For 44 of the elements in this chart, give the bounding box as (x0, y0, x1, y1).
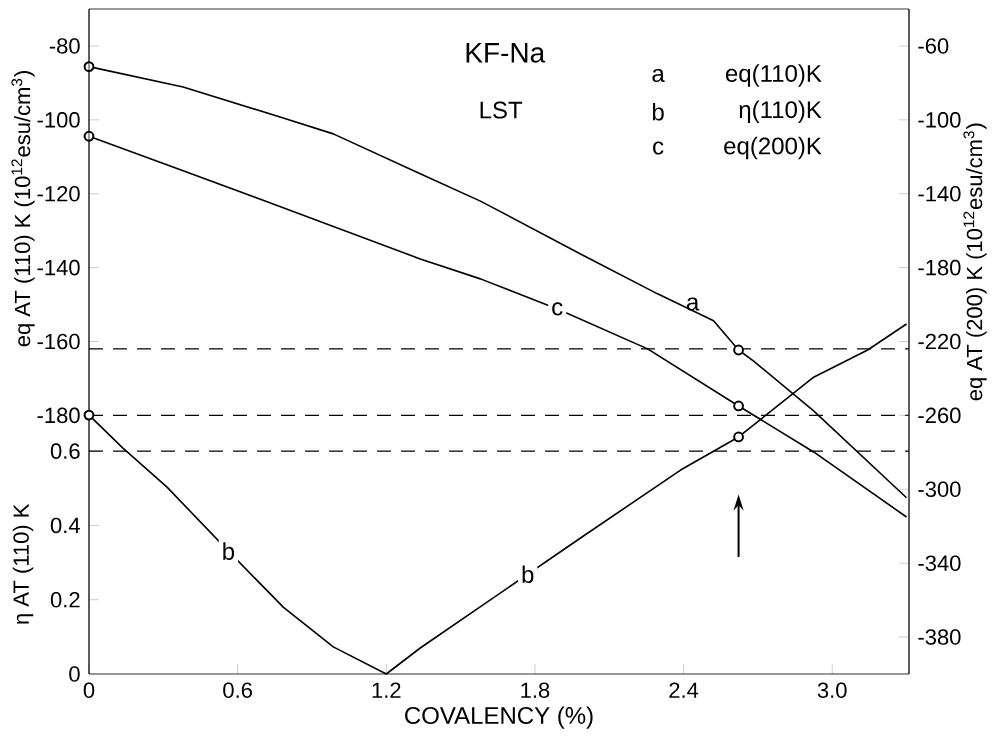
y2-tick-label: -340 (918, 555, 961, 571)
annotation: eq(200)K (724, 136, 822, 160)
y3-tick-label: 0.4 (50, 517, 80, 534)
x-tick-label: 2.4 (669, 682, 699, 698)
series-label: c (552, 302, 563, 316)
y2-tick-label: -180 (918, 259, 961, 276)
x-tick-label: 0 (83, 682, 95, 698)
point (83, 409, 95, 421)
y3-tick-label: 0.2 (50, 591, 80, 608)
text: KF-Na (466, 43, 546, 63)
x-tick-label: 1.8 (521, 682, 550, 698)
y-tick-label: -100 (37, 112, 80, 128)
y2-tick-label: -220 (918, 333, 961, 350)
y2-axis-title: eq AT (200) K (10$^{12}$esu/cm$^{3}$) (963, 123, 987, 401)
text: b (223, 542, 235, 560)
y2-tick-label: -60 (918, 38, 949, 54)
x-tick-label: 1.2 (372, 682, 401, 698)
point (733, 431, 744, 443)
y-tick-label: -180 (37, 407, 80, 424)
annotation: eq(110)K (725, 64, 822, 87)
series-label: a (686, 297, 700, 311)
y2-tick-label: -140 (918, 185, 961, 202)
annotation: a (652, 68, 665, 83)
y-tick-label: -120 (37, 185, 80, 202)
y2-tick-label: -100 (918, 112, 961, 128)
x-axis-title: COVALENCY (%) (405, 706, 593, 729)
annotation: η(110)K (739, 100, 822, 123)
y-tick-label: -160 (37, 333, 80, 350)
y-tick-label: -80 (49, 38, 80, 54)
y3-axis-title: η AT (110) K (12, 503, 34, 624)
y3-tick-label: 0 (69, 666, 80, 682)
y-tick-label: -140 (37, 259, 80, 276)
y2-tick-label: -380 (918, 629, 961, 645)
x-tick-label: 0.6 (223, 682, 252, 698)
y3-tick-label: 0.6 (50, 443, 80, 459)
text: LST (480, 101, 523, 119)
annotation: c (653, 141, 664, 155)
y-axis-title: eq AT (110) K (10$^{12}$esu/cm$^{3}$) (11, 71, 35, 347)
x-tick-label: 3.0 (817, 682, 847, 698)
y2-tick-label: -260 (918, 407, 961, 424)
point (733, 400, 744, 412)
series-label: b (522, 565, 534, 584)
annotation: b (652, 102, 664, 121)
y2-tick-label: -300 (918, 481, 961, 498)
